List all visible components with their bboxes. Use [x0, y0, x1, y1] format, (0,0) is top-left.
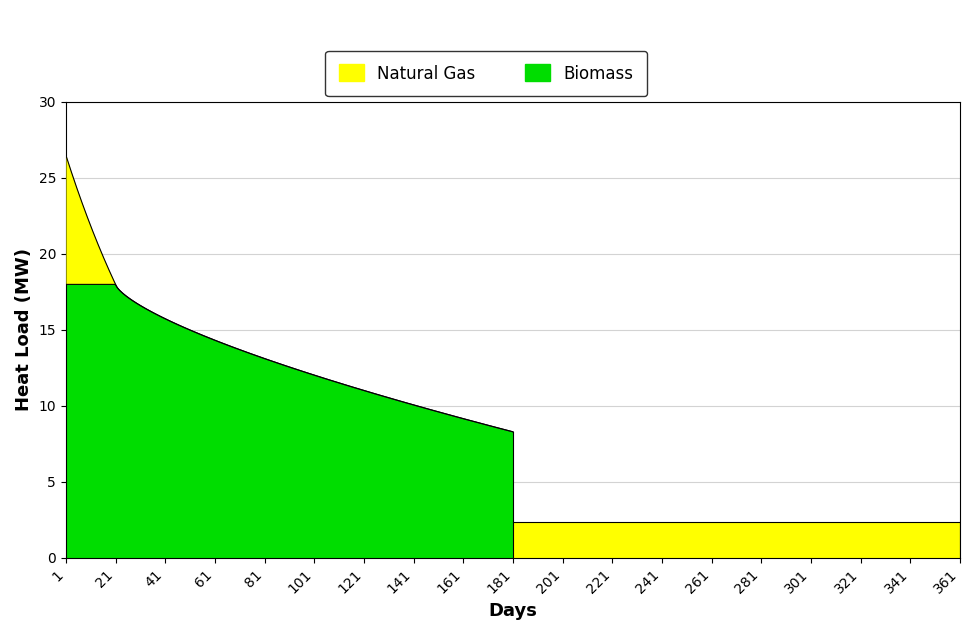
Y-axis label: Heat Load (MW): Heat Load (MW): [15, 248, 33, 411]
X-axis label: Days: Days: [488, 602, 537, 620]
Legend: Natural Gas, Biomass: Natural Gas, Biomass: [326, 51, 647, 96]
